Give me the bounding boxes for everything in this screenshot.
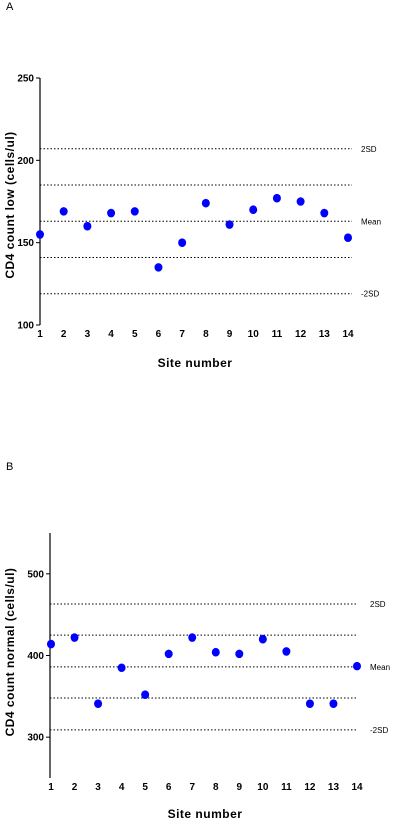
panel-a-y-tick-label: 250 [17,74,34,85]
panel-b-x-tick-label: 12 [304,782,316,793]
panel-b-y-tick-label: 500 [27,569,44,580]
panel-a-data-point [320,208,329,218]
panel-b-data-point [211,647,220,657]
panel-b-data-point [258,634,267,644]
panel-b-x-tick-label: 4 [119,782,125,793]
panel-b-data-point [353,661,361,671]
panel-b-x-tick-label: 2 [72,782,78,793]
panel-a-data-point [272,193,281,203]
panel-a-x-tick-label: 10 [248,329,260,340]
panel-a-x-tick-label: 13 [319,329,331,340]
panel-b-data-point [188,633,197,642]
panel-a-data-point [201,198,210,208]
panel-a-data-point [154,263,163,272]
panel-b-data-point [164,649,173,659]
panel-b-data-point [117,663,126,673]
panel-a-data-point [107,208,116,218]
panel-a-data-point [344,233,352,243]
panel-a-x-tick-label: 8 [203,329,209,340]
panel-b-x-tick-label: 14 [351,782,363,793]
panel-a-data-point [249,205,258,215]
panel-a-x-tick-label: 7 [179,329,185,340]
panel-a-x-tick-label: 6 [156,329,162,340]
panel-b-x-tick-label: 3 [95,782,101,793]
panel-a-xlabel: Site number [158,356,233,370]
panel-a-x-tick-label: 11 [272,329,283,340]
panel-a-x-tick-label: 5 [132,329,138,340]
panel-b-y-tick-label: 400 [27,651,44,662]
panel-b-data-point [94,699,103,708]
panel-b-data-point [282,647,291,656]
panel-b-reference-label: -2SD [370,726,388,735]
panel-b-data-point [305,699,314,708]
panel-b-data-point [47,639,55,649]
panel-a-data-point [296,197,305,206]
panel-a-x-tick-label: 9 [227,329,233,340]
panel-a-data-point [83,221,92,231]
panel-a-x-tick-label: 14 [342,329,354,340]
panel-b-reference-label: Mean [370,663,390,672]
panel-a-data-point [59,207,68,216]
panel-b-data-point [70,633,79,642]
panel-a-x-tick-label: 4 [108,329,114,340]
panel-b-y-tick-label: 300 [27,733,44,744]
panel-b-reference-label: 2SD [370,600,386,609]
panel-b-x-tick-label: 1 [48,782,54,793]
panel-b-x-tick-label: 6 [166,782,172,793]
panel-a-reference-lines: 2SD Mean -2SD [40,145,381,299]
panel-b-x-tick-label: 5 [142,782,148,793]
panel-b-data-point [141,690,150,699]
panel-b-letter: B [6,461,13,473]
panel-a-ylabel: CD4 count low (cells/ul) [3,131,17,278]
panel-b-x-tick-label: 8 [213,782,219,793]
panel-a-data-point [130,207,139,216]
panel-a-y-tick-label: 200 [17,156,34,167]
panel-a-reference-label: Mean [361,217,381,226]
panel-a-points [36,193,352,272]
panel-a-data-point [178,238,187,247]
panel-b-data-point [235,649,244,659]
panel-b-reference-lines: 2SD Mean -2SD [50,600,390,735]
panel-a-reference-label: 2SD [361,145,377,154]
panel-b-x-tick-label: 7 [189,782,195,793]
panel-a-data-point [225,220,234,229]
panel-b-x-tick-label: 10 [257,782,269,793]
panel-b-x-tick-label: 13 [328,782,340,793]
panel-b-ylabel: CD4 count normal (cells/ul) [3,568,17,737]
panel-a-letter: A [6,1,14,13]
panel-a-x-tick-label: 2 [61,329,67,340]
panel-a-x-tick-label: 3 [85,329,91,340]
panel-a-y-tick-label: 150 [17,238,34,249]
panel-b-points [47,633,361,708]
panel-b-data-point [329,699,338,708]
panel-b-x-tick-label: 9 [237,782,243,793]
panel-a-data-point [36,230,44,239]
panel-a-x-tick-label: 1 [37,329,43,340]
panel-a-reference-label: -2SD [361,290,379,299]
panel-a-x-tick-label: 12 [295,329,307,340]
panel-b-x-tick-label: 11 [281,782,292,793]
panel-b-xlabel: Site number [168,807,243,821]
panel-a-y-tick-label: 100 [17,321,34,332]
